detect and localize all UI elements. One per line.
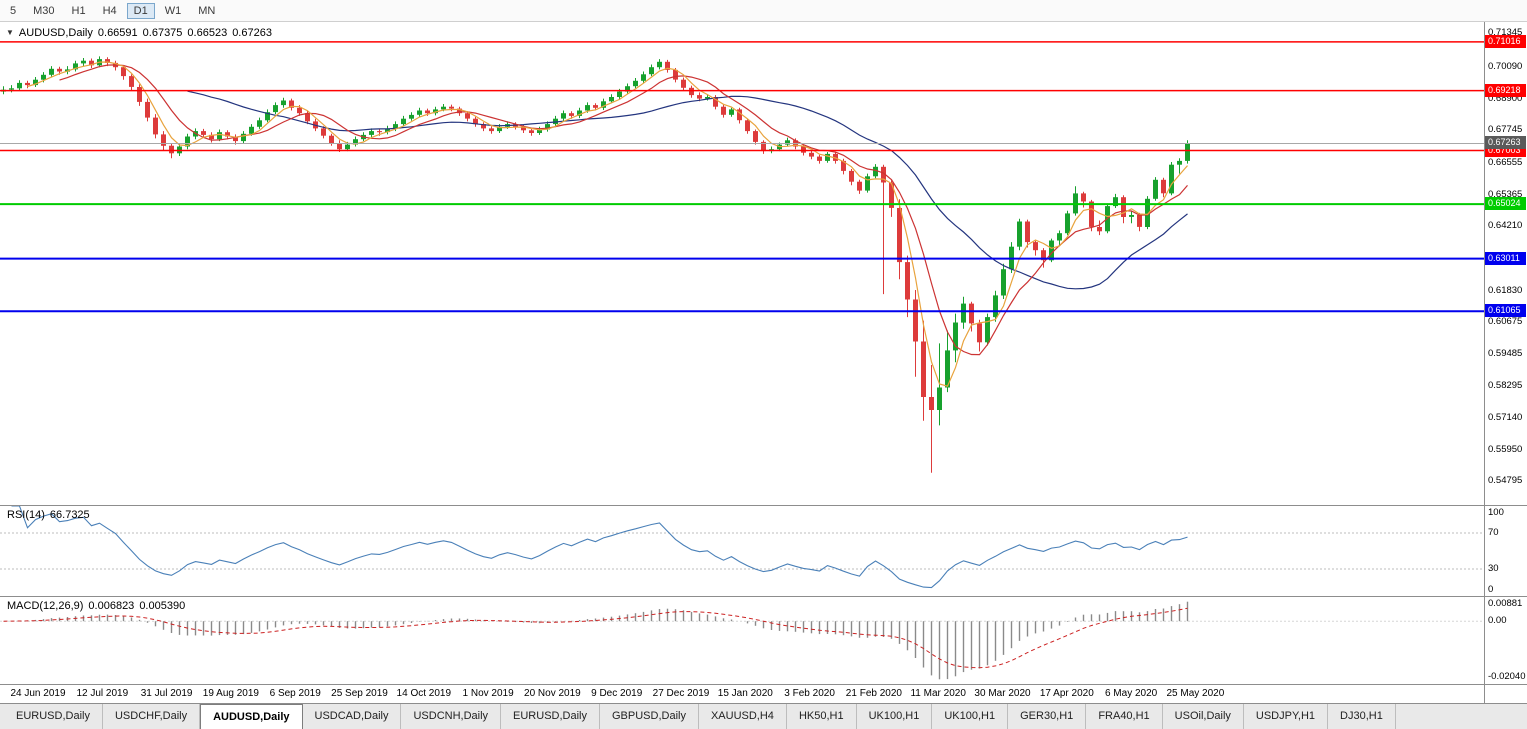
date-label: 6 May 2020 — [1104, 688, 1158, 699]
date-label: 27 Dec 2019 — [652, 688, 710, 699]
date-label: 31 Jul 2019 — [140, 688, 193, 699]
close-value: 0.67263 — [232, 27, 272, 39]
macd-panel[interactable]: MACD(12,26,9) 0.006823 0.005390 0.00881 0.0… — [0, 597, 1527, 685]
tab-usdjpy-h1[interactable]: USDJPY,H1 — [1244, 704, 1329, 729]
tab-hk50-h1[interactable]: HK50,H1 — [787, 704, 857, 729]
rsi-tick: 0 — [1488, 584, 1494, 595]
price-tick: 0.61830 — [1488, 284, 1523, 296]
price-tick: 0.60675 — [1488, 315, 1523, 327]
date-label: 6 Sep 2019 — [269, 688, 321, 699]
rsi-name: RSI(14) — [7, 509, 45, 521]
rsi-line — [11, 506, 1188, 589]
timeframe-button-w1[interactable]: W1 — [164, 4, 182, 17]
tab-usdcad-daily[interactable]: USDCAD,Daily — [303, 704, 402, 729]
timeframe-button-mn[interactable]: MN — [198, 4, 216, 17]
date-label: 1 Nov 2019 — [462, 688, 514, 699]
level-badge: 0.71016 — [1485, 34, 1526, 48]
macd-main-value: 0.006823 — [88, 600, 135, 612]
horizontal-levels — [0, 41, 1484, 313]
price-tick: 0.64210 — [1488, 220, 1523, 232]
tab-eurusd-daily[interactable]: EURUSD,Daily — [4, 704, 103, 729]
timeframe-button-m30[interactable]: M30 — [33, 4, 55, 17]
macd-tick: 0.00881 — [1488, 598, 1523, 609]
date-label: 11 Mar 2020 — [910, 688, 966, 699]
price-axis-border — [1484, 22, 1485, 703]
macd-name: MACD(12,26,9) — [7, 600, 84, 612]
macd-histogram — [10, 601, 1189, 680]
date-label: 24 Jun 2019 — [10, 688, 66, 699]
high-value: 0.67375 — [142, 27, 183, 39]
chart-area: ▼ AUDUSD,Daily 0.66591 0.67375 0.66523 0.6726… — [0, 22, 1527, 729]
timeframe-button-d1[interactable]: D1 — [126, 2, 155, 19]
tab-eurusd-daily[interactable]: EURUSD,Daily — [501, 704, 600, 729]
price-tick: 0.66555 — [1488, 156, 1523, 168]
macd-tick: -0.02040 — [1488, 671, 1526, 682]
price-tick: 0.58295 — [1488, 380, 1523, 392]
tab-usoil-daily[interactable]: USOil,Daily — [1163, 704, 1244, 729]
tab-usdchf-daily[interactable]: USDCHF,Daily — [103, 704, 201, 729]
tab-dj30-h1[interactable]: DJ30,H1 — [1328, 704, 1396, 729]
tab-uk100-h1[interactable]: UK100,H1 — [932, 704, 1009, 729]
price-tick: 0.70090 — [1488, 60, 1523, 72]
macd-signal-line — [3, 607, 1188, 669]
price-tick: 0.54795 — [1488, 475, 1523, 487]
date-label: 15 Jan 2020 — [717, 688, 773, 699]
tab-audusd-daily[interactable]: AUDUSD,Daily — [200, 704, 303, 729]
tab-uk100-h1[interactable]: UK100,H1 — [857, 704, 933, 729]
macd-tick: 0.00 — [1488, 615, 1507, 627]
timeframe-toolbar: 5 M30 H1 H4 D1 W1 MN — [0, 0, 1527, 22]
rsi-chart[interactable] — [0, 506, 1484, 596]
price-tick: 0.68900 — [1488, 93, 1523, 105]
rsi-tick: 70 — [1488, 527, 1499, 538]
rsi-tick: 30 — [1488, 563, 1499, 574]
level-badge: 0.61065 — [1485, 304, 1526, 318]
macd-label: MACD(12,26,9) 0.006823 0.005390 — [7, 600, 190, 612]
tab-ger30-h1[interactable]: GER30,H1 — [1008, 704, 1087, 729]
tab-fra40-h1[interactable]: FRA40,H1 — [1086, 704, 1163, 729]
price-tick: 0.67745 — [1488, 124, 1523, 136]
date-label: 9 Dec 2019 — [591, 688, 643, 699]
price-tick: 0.71345 — [1488, 26, 1523, 38]
date-label: 17 Apr 2020 — [1039, 688, 1094, 699]
date-axis: 24 Jun 2019 12 Jul 2019 31 Jul 2019 19 Aug … — [0, 685, 1527, 703]
tab-xauusd-h4[interactable]: XAUUSD,H4 — [699, 704, 787, 729]
current-price-badge: 0.67263 — [1485, 136, 1526, 150]
timeframe-button-h1[interactable]: H1 — [71, 4, 86, 17]
symbol-label: AUDUSD,Daily — [18, 27, 93, 39]
date-label: 20 Nov 2019 — [524, 688, 581, 699]
price-tick: 0.59485 — [1488, 348, 1523, 360]
chevron-down-icon[interactable]: ▼ — [6, 28, 14, 37]
date-label: 30 Mar 2020 — [974, 688, 1031, 699]
rsi-tick: 100 — [1488, 507, 1504, 518]
price-panel[interactable]: ▼ AUDUSD,Daily 0.66591 0.67375 0.66523 0.6726… — [0, 22, 1527, 506]
moving-averages — [27, 61, 1188, 387]
open-value: 0.66591 — [97, 27, 138, 39]
date-label: 19 Aug 2019 — [202, 688, 259, 699]
timeframe-button-h4[interactable]: H4 — [102, 4, 117, 17]
macd-chart[interactable] — [0, 597, 1484, 684]
date-label: 25 Sep 2019 — [331, 688, 388, 699]
chart-title: ▼ AUDUSD,Daily 0.66591 0.67375 0.66523 0.6726… — [6, 27, 277, 39]
date-label: 12 Jul 2019 — [76, 688, 129, 699]
tab-usdcnh-daily[interactable]: USDCNH,Daily — [401, 704, 502, 729]
candlestick-chart[interactable] — [0, 22, 1484, 505]
date-label: 14 Oct 2019 — [396, 688, 452, 699]
level-badge: 0.63011 — [1485, 251, 1526, 265]
level-badge: 0.65024 — [1485, 197, 1526, 211]
price-tick: 0.55950 — [1488, 443, 1523, 455]
date-label: 3 Feb 2020 — [784, 688, 835, 699]
timeframe-button-5[interactable]: 5 — [10, 4, 17, 17]
tab-gbpusd-daily[interactable]: GBPUSD,Daily — [600, 704, 699, 729]
rsi-panel[interactable]: RSI(14) 66.7325 100 70 30 0 — [0, 506, 1527, 597]
macd-signal-value: 0.005390 — [139, 600, 186, 612]
low-value: 0.66523 — [187, 27, 228, 39]
rsi-value: 66.7325 — [49, 509, 90, 521]
price-tick: 0.65365 — [1488, 188, 1523, 200]
date-label: 21 Feb 2020 — [845, 688, 902, 699]
level-badge: 0.69218 — [1485, 83, 1526, 97]
price-tick: 0.57140 — [1488, 411, 1523, 423]
symbol-tabbar: EURUSD,Daily USDCHF,Daily AUDUSD,Daily USDC… — [0, 703, 1527, 729]
date-label: 25 May 2020 — [1166, 688, 1225, 699]
rsi-label: RSI(14) 66.7325 — [7, 509, 95, 521]
